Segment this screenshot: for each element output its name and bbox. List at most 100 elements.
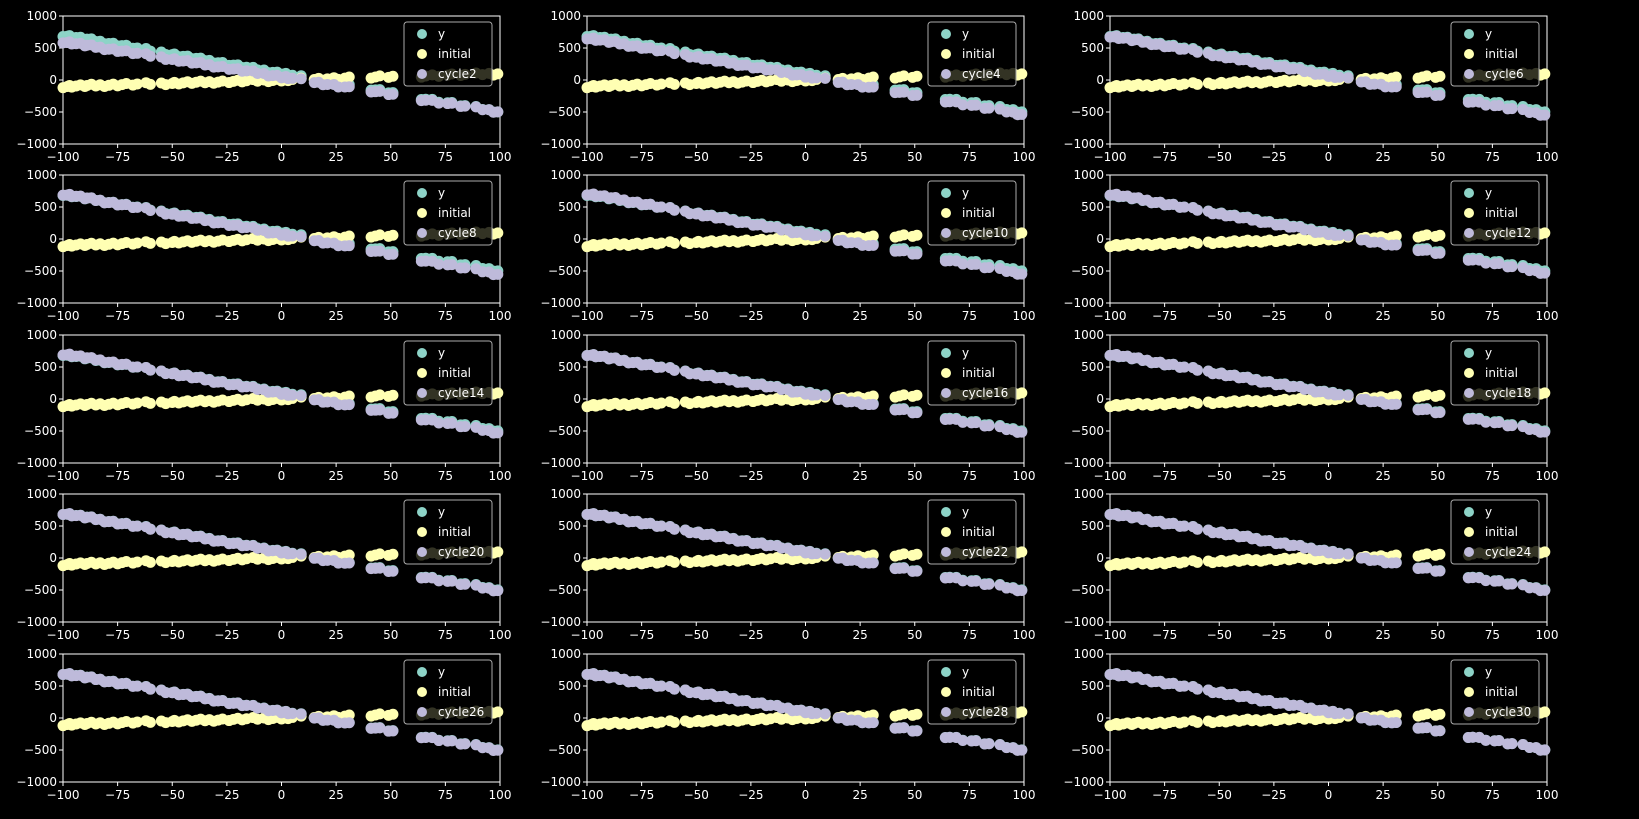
x-tick-label: −100 — [47, 788, 80, 802]
legend-box — [1450, 499, 1540, 565]
point-initial — [374, 548, 386, 560]
point-cycle2 — [295, 73, 307, 85]
point-initial — [144, 556, 156, 568]
x-tick-label: 25 — [328, 150, 343, 164]
legend-label: initial — [1485, 525, 1518, 539]
point-cycle26 — [446, 735, 458, 747]
point-initial — [1016, 706, 1028, 718]
point-initial — [1191, 237, 1203, 249]
point-cycle22 — [970, 575, 982, 587]
y-tick-label: −1000 — [540, 456, 581, 470]
x-tick-label: 50 — [383, 309, 398, 323]
legend-marker — [1464, 69, 1474, 79]
x-tick-label: 50 — [907, 309, 922, 323]
point-cycle14 — [459, 420, 471, 432]
point-cycle12 — [1421, 244, 1433, 256]
x-tick-label: 50 — [907, 150, 922, 164]
x-tick-label: 25 — [1375, 309, 1390, 323]
y-tick-label: 1000 — [1073, 328, 1104, 342]
y-tick-label: 0 — [1096, 711, 1104, 725]
y-tick-label: 500 — [558, 679, 581, 693]
x-tick-label: 100 — [1536, 309, 1559, 323]
y-tick-label: 1000 — [550, 487, 581, 501]
legend-marker — [417, 228, 427, 238]
x-tick-label: −50 — [160, 788, 185, 802]
legend-box — [403, 340, 493, 406]
point-initial — [343, 230, 355, 242]
point-initial — [867, 230, 879, 242]
point-cycle24 — [1480, 575, 1492, 587]
point-cycle20 — [446, 575, 458, 587]
legend-marker — [1464, 547, 1474, 557]
x-tick-label: 25 — [328, 309, 343, 323]
legend-label: y — [1485, 505, 1492, 519]
y-tick-label: −1000 — [16, 296, 57, 310]
x-tick-label: −50 — [1207, 150, 1232, 164]
point-cycle8 — [144, 205, 156, 217]
legend-label: y — [962, 665, 969, 679]
point-cycle8 — [374, 245, 386, 257]
x-tick-label: −75 — [1152, 469, 1177, 483]
y-tick-label: −500 — [1071, 424, 1104, 438]
legend-label: y — [1485, 665, 1492, 679]
x-tick-label: −50 — [160, 309, 185, 323]
legend-marker — [941, 228, 951, 238]
y-tick-label: 0 — [1096, 551, 1104, 565]
x-tick-label: −50 — [684, 150, 709, 164]
point-cycle30 — [1178, 680, 1190, 692]
point-cycle24 — [1178, 520, 1190, 532]
legend-label: initial — [962, 366, 995, 380]
legend-marker — [1464, 368, 1474, 378]
point-cycle26 — [144, 683, 156, 695]
legend-box — [1450, 659, 1540, 725]
point-cycle24 — [1506, 578, 1518, 590]
point-cycle22 — [655, 520, 667, 532]
point-cycle30 — [1342, 708, 1354, 720]
x-tick-label: 75 — [438, 150, 453, 164]
point-initial — [131, 716, 143, 728]
y-tick-label: 500 — [34, 200, 57, 214]
legend-label: cycle24 — [1485, 545, 1531, 559]
legend-label: cycle18 — [1485, 386, 1531, 400]
x-tick-label: −75 — [105, 150, 130, 164]
y-tick-label: 1000 — [550, 168, 581, 182]
y-tick-label: 500 — [1081, 360, 1104, 374]
legend-marker — [941, 707, 951, 717]
y-tick-label: 0 — [49, 551, 57, 565]
point-cycle16 — [970, 417, 982, 429]
legend-label: initial — [962, 47, 995, 61]
point-initial — [131, 556, 143, 568]
y-tick-label: 500 — [1081, 519, 1104, 533]
legend-label: y — [438, 505, 445, 519]
legend-box — [403, 659, 493, 725]
point-initial — [131, 237, 143, 249]
point-initial — [911, 229, 923, 241]
legend-box — [927, 180, 1017, 246]
y-tick-label: −500 — [24, 424, 57, 438]
y-tick-label: 0 — [573, 232, 581, 246]
point-cycle30 — [1421, 722, 1433, 734]
x-tick-label: −75 — [629, 469, 654, 483]
y-tick-label: 500 — [558, 519, 581, 533]
scatter-points — [57, 188, 504, 281]
x-tick-label: −75 — [629, 150, 654, 164]
x-tick-label: 0 — [802, 469, 810, 483]
x-tick-label: −75 — [1152, 309, 1177, 323]
point-cycle22 — [983, 578, 995, 590]
subplot-14: −100 −75 −50 −25 0 25 50 75 100 −1000 −500 0 500 1000… — [540, 647, 1035, 802]
point-initial — [867, 549, 879, 561]
point-cycle18 — [1539, 426, 1551, 438]
point-cycle24 — [1434, 565, 1446, 577]
x-tick-label: 50 — [383, 788, 398, 802]
x-tick-label: −25 — [214, 628, 239, 642]
y-tick-label: 0 — [573, 392, 581, 406]
point-cycle28 — [867, 717, 879, 729]
y-tick-label: 0 — [1096, 73, 1104, 87]
legend-label: initial — [1485, 206, 1518, 220]
x-tick-label: −50 — [160, 628, 185, 642]
x-tick-label: −25 — [1261, 469, 1286, 483]
legend-box — [927, 499, 1017, 565]
point-cycle18 — [1480, 416, 1492, 428]
point-cycle26 — [343, 717, 355, 729]
x-tick-label: 50 — [1430, 788, 1445, 802]
